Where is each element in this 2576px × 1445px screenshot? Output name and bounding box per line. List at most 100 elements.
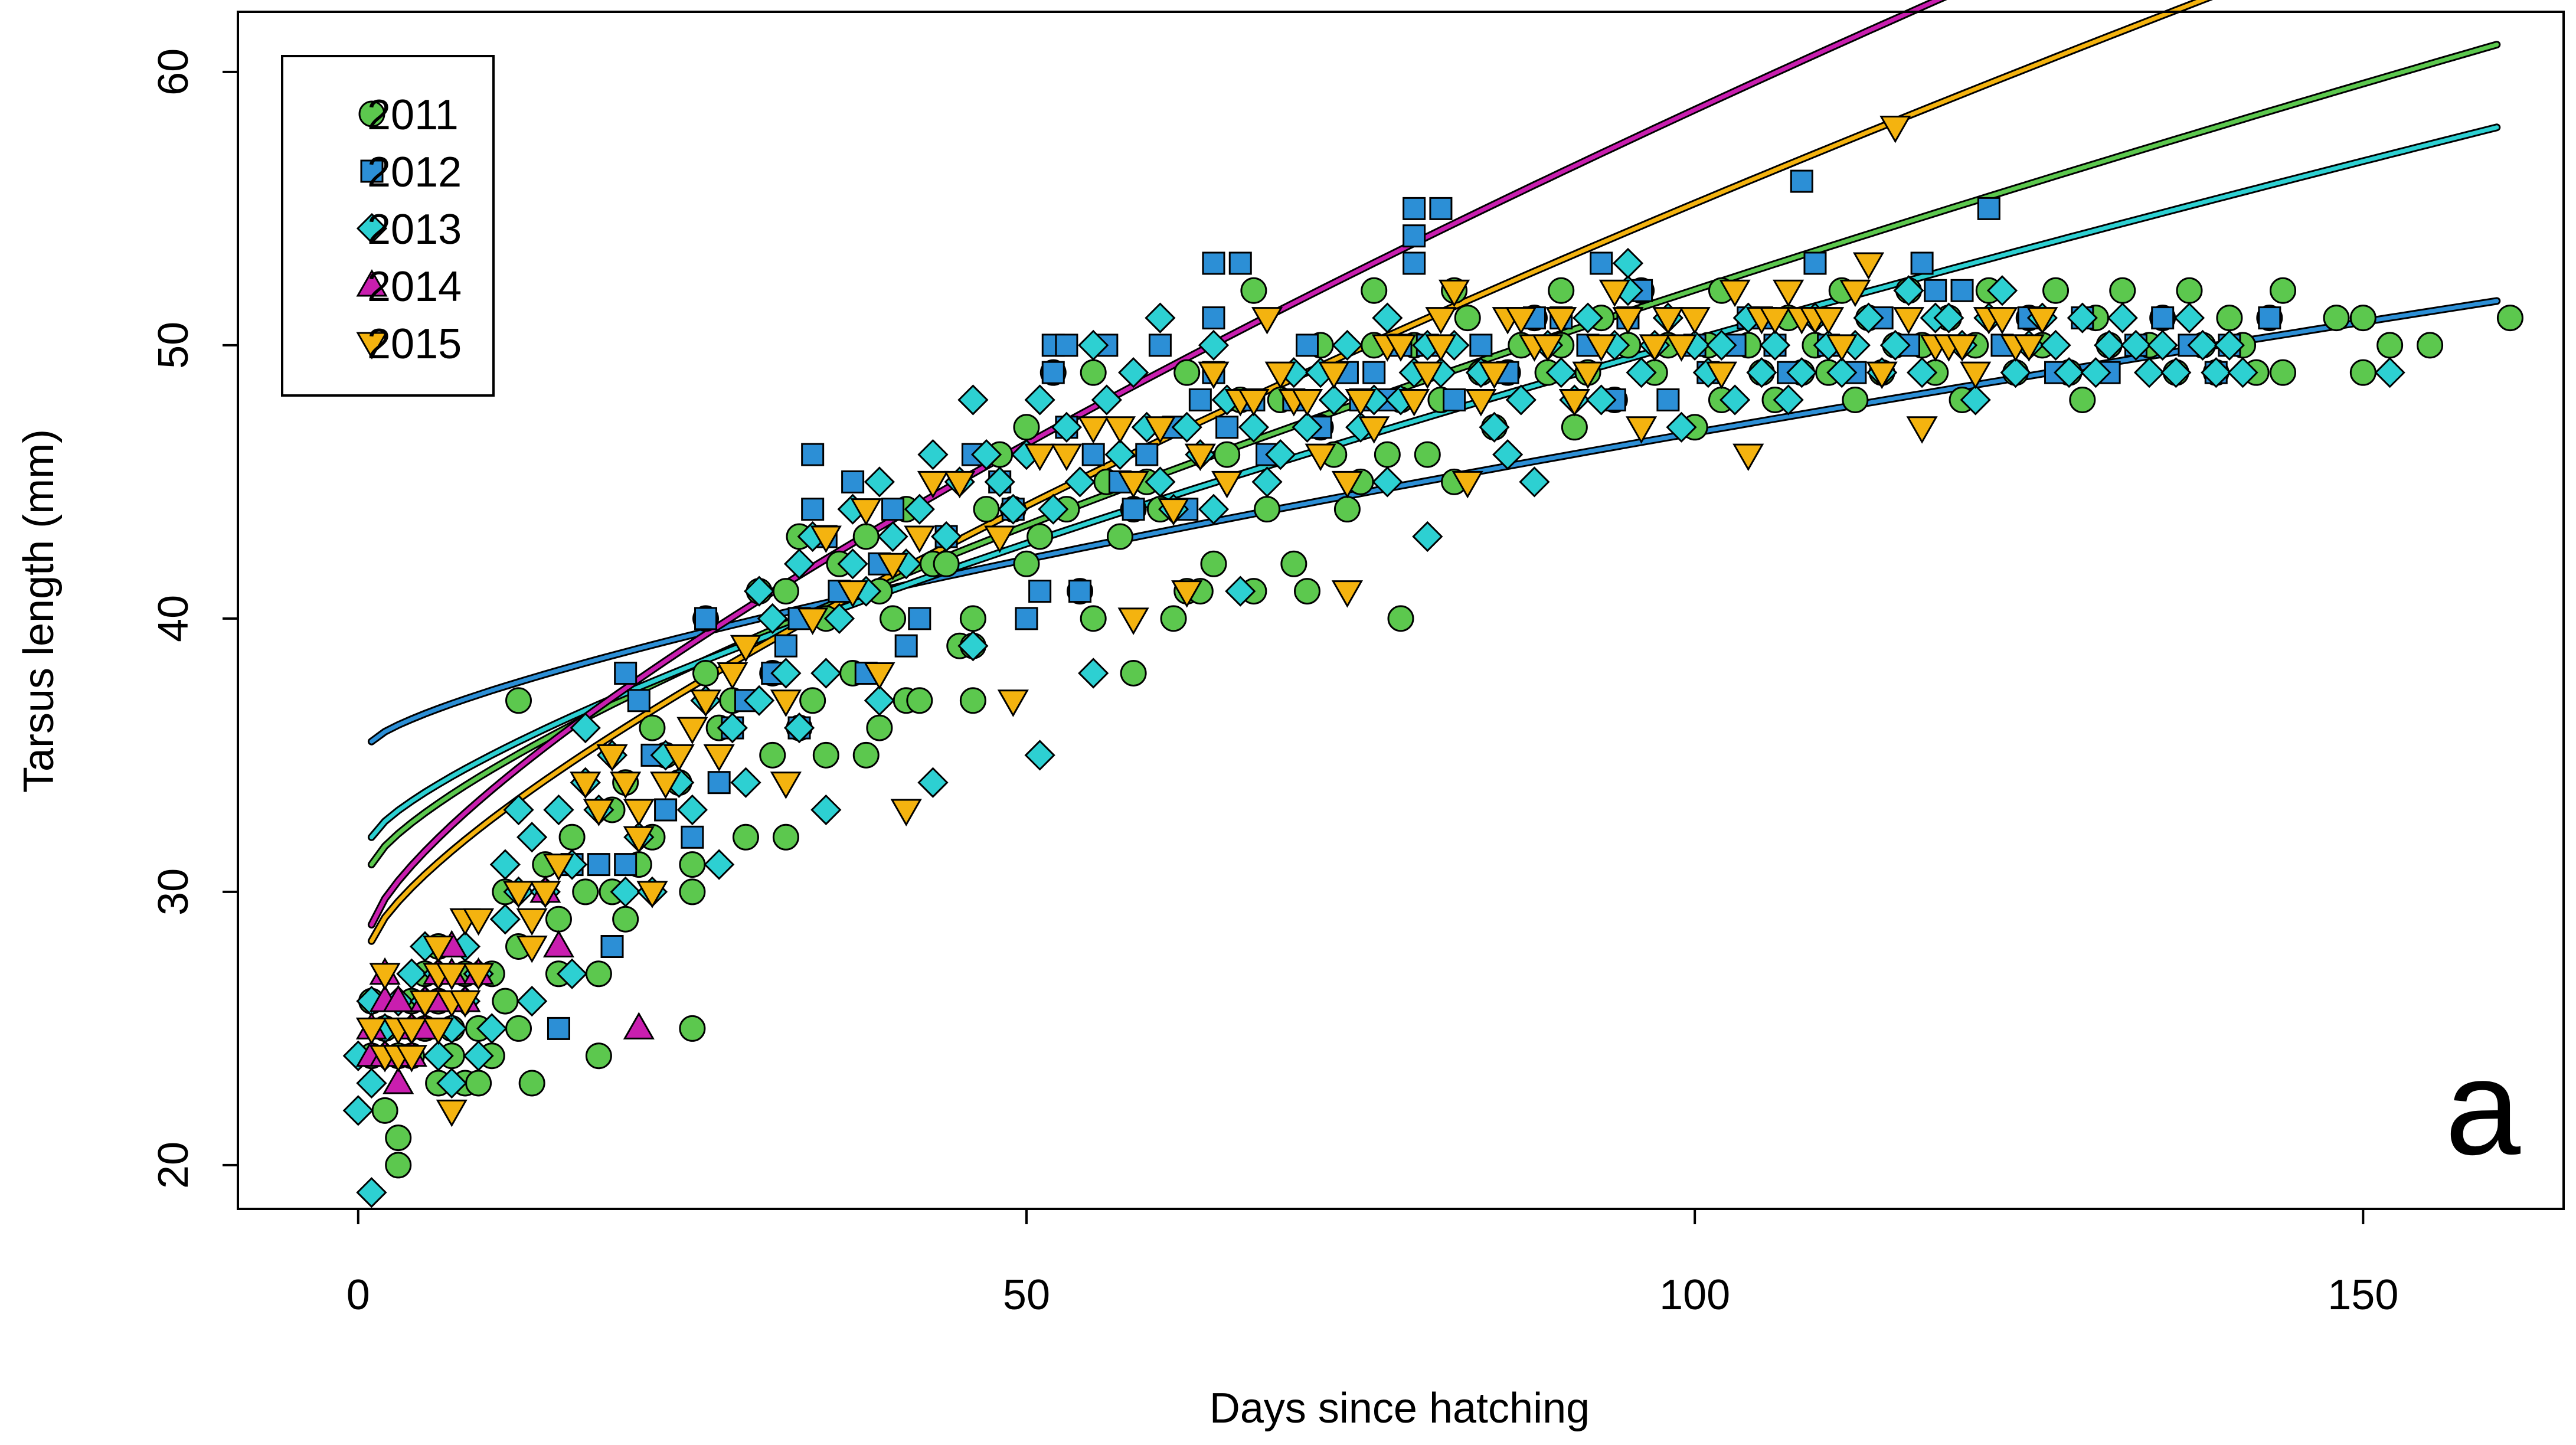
point-2012 xyxy=(1429,197,1453,220)
point-2013 xyxy=(1318,384,1349,416)
point-2012 xyxy=(1790,169,1813,193)
point-2015 xyxy=(1986,307,2018,335)
point-2011 xyxy=(679,1015,706,1042)
point-2011 xyxy=(1387,605,1414,632)
point-2015 xyxy=(1385,334,1417,362)
point-2012 xyxy=(1041,361,1065,384)
point-2015 xyxy=(1158,498,1189,526)
point-2014 xyxy=(542,930,575,958)
point-2015 xyxy=(997,689,1029,717)
point-2013 xyxy=(1986,275,2018,306)
point-2011 xyxy=(852,741,880,769)
point-2011 xyxy=(572,878,599,905)
point-2015 xyxy=(1960,361,1992,390)
point-2015 xyxy=(1705,361,1738,390)
point-2015 xyxy=(1612,307,1644,335)
point-2011 xyxy=(2349,359,2376,386)
point-2011 xyxy=(612,905,639,933)
point-2013 xyxy=(2054,357,2085,388)
point-2011 xyxy=(1214,441,1241,468)
point-2012 xyxy=(894,634,918,658)
point-2011 xyxy=(2176,277,2203,304)
point-2013 xyxy=(837,548,868,580)
legend-box xyxy=(281,55,495,397)
point-2015 xyxy=(810,525,842,554)
point-2015 xyxy=(1171,580,1203,608)
y-tick-label: 20 xyxy=(150,1142,197,1189)
point-2012 xyxy=(1028,580,1052,603)
point-2011 xyxy=(505,687,532,714)
point-2015 xyxy=(1839,279,1871,308)
point-2015 xyxy=(1813,307,1845,335)
point-2015 xyxy=(1077,416,1109,444)
point-2012 xyxy=(1590,251,1613,275)
point-2013 xyxy=(2374,357,2405,388)
point-2015 xyxy=(423,1017,455,1045)
point-2011 xyxy=(2269,359,2296,386)
point-2015 xyxy=(1318,361,1350,390)
point-2013 xyxy=(1292,411,1323,443)
point-2012 xyxy=(1950,279,1974,302)
y-tick-label: 40 xyxy=(150,595,197,642)
point-2012 xyxy=(1362,361,1386,384)
point-2013 xyxy=(2133,357,2165,388)
point-2011 xyxy=(1254,496,1281,523)
point-2013 xyxy=(864,685,895,716)
point-2013 xyxy=(1492,439,1524,470)
point-2012 xyxy=(600,935,624,959)
point-2015 xyxy=(1866,361,1898,390)
point-2012 xyxy=(1443,388,1466,411)
point-2015 xyxy=(944,470,976,499)
point-2013 xyxy=(356,1177,387,1208)
point-2011 xyxy=(465,1070,492,1097)
fit-line-2012 xyxy=(369,299,2499,744)
point-2015 xyxy=(1652,307,1684,335)
point-2012 xyxy=(1924,279,1947,302)
point-2015 xyxy=(797,607,829,635)
point-2015 xyxy=(1852,252,1885,280)
point-2013 xyxy=(1612,247,1644,279)
fit-line-2013 xyxy=(369,125,2499,839)
point-2014 xyxy=(383,985,414,1012)
point-2013 xyxy=(570,712,601,744)
point-2013 xyxy=(436,1067,468,1099)
point-2011 xyxy=(2069,386,2096,413)
point-2011 xyxy=(2496,305,2523,332)
point-2013 xyxy=(423,1040,454,1071)
point-2015 xyxy=(502,881,535,908)
point-2011 xyxy=(1160,605,1187,632)
point-2013 xyxy=(2201,357,2232,388)
point-2012 xyxy=(614,661,638,685)
point-2012 xyxy=(1403,224,1426,248)
point-2012 xyxy=(1295,334,1319,357)
point-2015 xyxy=(1024,443,1056,472)
fit-line-2014 xyxy=(369,0,1943,927)
point-2013 xyxy=(1960,384,1991,416)
x-tick-label: 150 xyxy=(2327,1271,2398,1319)
point-2015 xyxy=(1411,361,1443,390)
point-2013 xyxy=(1479,411,1510,443)
point-2013 xyxy=(676,794,708,826)
point-2011 xyxy=(1013,550,1040,577)
point-2012 xyxy=(841,470,865,493)
point-2015 xyxy=(1117,607,1149,635)
x-tick-label: 0 xyxy=(346,1271,370,1319)
point-2015 xyxy=(904,525,936,554)
point-2013 xyxy=(1853,302,1884,334)
point-2015 xyxy=(1892,307,1925,335)
legend-label-2011: 2011 xyxy=(367,91,459,139)
point-2011 xyxy=(1080,605,1107,632)
point-2011 xyxy=(505,1015,532,1042)
point-2015 xyxy=(636,881,668,908)
point-2013 xyxy=(704,849,735,880)
y-tick-label: 30 xyxy=(150,868,197,916)
point-2015 xyxy=(1104,416,1136,444)
point-2011 xyxy=(906,687,933,714)
point-2014 xyxy=(383,1066,414,1094)
point-2015 xyxy=(395,1045,427,1073)
point-2012 xyxy=(1081,443,1105,466)
point-2013 xyxy=(917,439,949,470)
point-2013 xyxy=(463,1040,494,1071)
point-2013 xyxy=(2187,329,2218,361)
